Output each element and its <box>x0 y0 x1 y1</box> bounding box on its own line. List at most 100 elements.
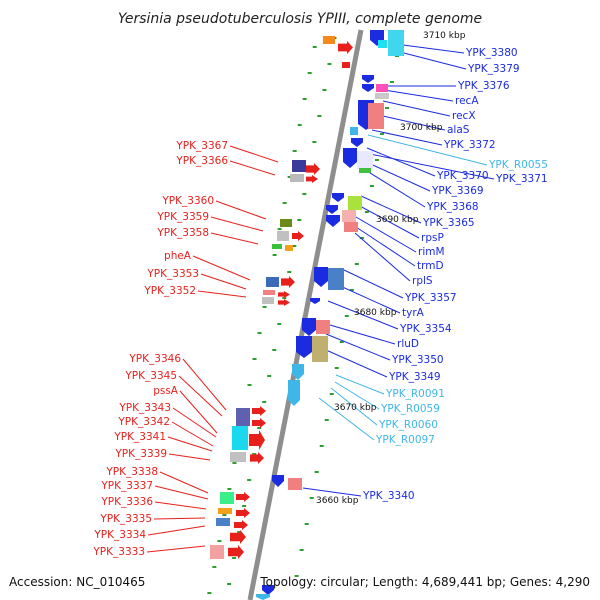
gene-arrow-forward <box>306 175 318 183</box>
gene-arrow-reverse <box>332 193 344 202</box>
topology-text: Topology: circular; Length: 4,689,441 bp… <box>259 575 590 589</box>
leader-line <box>366 147 436 177</box>
gene-label: YPK_3368 <box>426 201 479 213</box>
gene-block <box>323 36 335 44</box>
gene-label: YPK_3372 <box>443 139 496 151</box>
leader-line <box>200 273 247 290</box>
gene-label: YPK_3357 <box>404 292 457 304</box>
leader-line <box>159 471 209 494</box>
leader-line <box>354 232 411 282</box>
gene-label: YPK_3339 <box>114 448 167 460</box>
gene-block <box>359 168 371 173</box>
gene-label: YPK_3371 <box>495 173 548 185</box>
leader-line <box>172 407 217 438</box>
leader-line <box>355 216 417 253</box>
gene-arrow-reverse <box>314 267 328 287</box>
gene-arrow-forward <box>228 545 244 559</box>
gene-label: YPK_3342 <box>117 416 170 428</box>
leader-line <box>178 375 223 417</box>
leader-line <box>210 232 259 245</box>
gene-label: YPK_3359 <box>156 211 209 223</box>
gene-arrow-forward <box>338 41 353 54</box>
leader-line <box>168 453 211 461</box>
gene-label: YPK_3338 <box>105 466 158 478</box>
leader-line <box>153 517 206 520</box>
accession-text: Accession: NC_010465 <box>9 575 145 589</box>
gene-arrow-forward <box>236 508 250 518</box>
leader-line <box>382 115 446 131</box>
gene-label: YPK_3366 <box>175 155 228 167</box>
leader-line <box>171 421 214 447</box>
leader-line <box>343 269 404 299</box>
gene-arrow-reverse <box>343 148 357 168</box>
gene-label: YPK_3353 <box>146 268 199 280</box>
gene-block <box>218 508 232 514</box>
gene-block <box>236 408 250 426</box>
gene-label: pssA <box>153 385 179 397</box>
leader-line <box>335 374 385 395</box>
gene-arrow-reverse <box>362 84 374 92</box>
leader-line <box>325 349 388 378</box>
leader-line <box>215 200 267 220</box>
leader-line <box>330 387 378 426</box>
gene-label: YPK_R0091 <box>385 388 445 400</box>
gene-label: YPK_3367 <box>175 140 228 152</box>
gene-label: YPK_3334 <box>93 529 146 541</box>
gene-block <box>210 545 224 559</box>
gene-arrow-forward <box>278 299 290 306</box>
leader-line <box>154 485 209 500</box>
gene-label: rplS <box>412 275 433 287</box>
leader-line <box>383 89 454 102</box>
leader-line <box>167 436 213 452</box>
genome-backbone <box>247 29 364 600</box>
leader-line <box>182 358 227 411</box>
leader-line <box>361 167 426 208</box>
leader-line <box>367 134 488 166</box>
gene-label: YPK_3354 <box>399 323 452 335</box>
gene-label: alaS <box>447 124 470 136</box>
gene-block <box>272 244 282 249</box>
leader-line <box>337 284 401 314</box>
gene-label: YPK_3341 <box>113 431 166 443</box>
gene-arrow-reverse <box>302 318 316 336</box>
gene-label: YPK_3380 <box>465 47 518 59</box>
position-label: 3710 kbp <box>423 31 466 41</box>
gene-label: YPK_3346 <box>128 353 181 365</box>
gene-label: rluD <box>397 338 419 350</box>
gene-label: YPK_3352 <box>143 285 196 297</box>
gene-block <box>292 160 306 172</box>
gene-label: YPK_3340 <box>362 490 415 502</box>
leader-line <box>229 160 276 176</box>
gene-block <box>376 84 388 92</box>
gene-label: YPK_3369 <box>431 185 484 197</box>
gene-arrow-reverse <box>326 215 340 227</box>
gene-block <box>312 336 328 362</box>
leader-line <box>229 145 279 163</box>
gene-arrow-forward <box>249 430 265 450</box>
gene-label: YPK_3343 <box>118 402 171 414</box>
gene-block <box>263 290 275 295</box>
gene-block <box>388 30 404 56</box>
leader-line <box>382 100 451 117</box>
gene-label: YPK_R0059 <box>380 403 440 415</box>
gene-labels: YPK_3367 YPK_3366 YPK_3360 YPK_3359 YPK_3358… <box>92 47 548 558</box>
gene-arrow-forward <box>236 492 250 502</box>
leader-line <box>302 487 362 497</box>
leader-line <box>363 160 431 192</box>
gene-block <box>288 478 302 490</box>
gene-block <box>378 40 387 48</box>
gene-label: rimM <box>418 246 445 258</box>
leader-line <box>318 397 375 441</box>
leader-line <box>179 390 218 434</box>
gene-arrow-reverse <box>351 138 363 147</box>
gene-label: rpsP <box>421 232 444 244</box>
gene-label: YPK_R0097 <box>375 434 435 446</box>
leader-line <box>146 545 206 553</box>
leader-line <box>154 501 207 510</box>
gene-label: YPK_3336 <box>100 496 153 508</box>
gene-block <box>328 268 344 290</box>
gene-arrow-forward <box>234 520 248 530</box>
gene-label: recA <box>455 95 479 107</box>
gene-arrow-reverse <box>362 75 374 83</box>
